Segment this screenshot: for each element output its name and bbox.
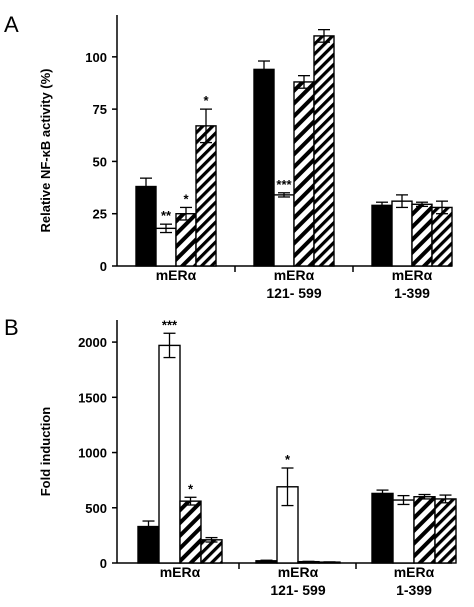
panel-b-error-bar [163, 332, 176, 359]
panel-b-y-axis-title: Fold induction [38, 407, 53, 497]
panel-a-bar [135, 185, 157, 267]
panel-b-category-label: 121- 599 [270, 582, 325, 598]
panel-a-bar [253, 68, 275, 267]
panel-a-significance-mark: ** [161, 208, 172, 223]
panel-a-error-bar [436, 200, 448, 215]
panel-a-category-label: mERα [274, 267, 315, 283]
panel-a-category-label: 1-399 [394, 285, 430, 301]
panel-a-bar [371, 204, 393, 267]
panel-a-y-tick-label: 0 [100, 259, 107, 274]
panel-b-bar [179, 500, 202, 564]
panel-b-significance-mark: * [188, 481, 194, 496]
panel-b-y-tick-label: 2000 [78, 335, 107, 350]
panel-b-category-label: mERα [278, 564, 319, 580]
panel-b-y-tick-label: 500 [85, 501, 107, 516]
panel-a-category-label: mERα [156, 267, 197, 283]
panel-b-bar [371, 492, 394, 564]
panel-a-category-label: 121- 599 [266, 285, 321, 301]
panel-b-bar [200, 539, 223, 564]
panel-b-bar [392, 499, 415, 564]
panel-a-error-bar [160, 223, 172, 234]
panel-a-bar [431, 206, 453, 267]
panel-a-y-tick-label: 50 [93, 154, 107, 169]
panel-b-error-bar [184, 496, 197, 506]
panel-b-error-bar [281, 467, 294, 507]
panel-b-y-tick-label: 0 [100, 556, 107, 571]
panel-b-category-label: 1-399 [396, 582, 432, 598]
panel-b-error-bar [142, 520, 155, 533]
panel-a-error-bar [140, 177, 152, 196]
panel-a-letter: A [4, 12, 19, 37]
panel-b-y-tick-label: 1000 [78, 446, 107, 461]
panel-b-category-label: mERα [394, 564, 435, 580]
panel-a-y-tick-label: 75 [93, 102, 107, 117]
panel-b-bar [434, 498, 457, 564]
panel-b-error-bar [418, 493, 431, 500]
panel-a-bar [273, 194, 295, 267]
panel-b-bar [413, 496, 436, 564]
panel-a-bar [391, 200, 413, 267]
panel-a-y-axis-title: Relative NF-κB activity (%) [38, 68, 53, 232]
panel-a-category-label: mERα [392, 267, 433, 283]
panel-a-error-bar [298, 75, 310, 89]
panel-a-bar [155, 227, 177, 267]
panel-b-error-bar [376, 489, 389, 498]
panel-b-letter: B [4, 315, 19, 340]
panel-a-bar [313, 35, 335, 267]
panel-b-significance-mark: *** [162, 317, 178, 332]
panel-b-error-bar [302, 560, 315, 563]
panel-b-error-bar [397, 494, 410, 506]
panel-a-bar [195, 125, 217, 267]
panel-a-error-bar [416, 201, 428, 208]
panel-b-category-label: mERα [160, 564, 201, 580]
panel-a-error-bar [278, 192, 290, 198]
panel-a-bar [175, 213, 197, 267]
panel-b-error-bar [260, 559, 273, 562]
panel-a-y-tick-label: 25 [93, 207, 107, 222]
panel-a-bar [293, 81, 315, 267]
panel-b-error-bar [439, 494, 452, 504]
panel-a-error-bar [376, 201, 388, 210]
panel-a-error-bar [200, 108, 212, 144]
panel-b-bar [158, 344, 181, 564]
panel-a-error-bar [396, 194, 408, 209]
panel-a-error-bar [258, 60, 270, 79]
panel-b-significance-mark: * [285, 452, 291, 467]
panel-a-bar [411, 203, 433, 267]
panel-a-significance-mark: *** [276, 177, 292, 192]
panel-a-y-tick-label: 100 [85, 50, 107, 65]
panel-a-significance-mark: * [183, 191, 189, 206]
panel-a-error-bar [180, 206, 192, 221]
panel-a-error-bar [318, 28, 330, 43]
panel-b-y-tick-label: 1500 [78, 390, 107, 405]
panel-a-significance-mark: * [203, 93, 209, 108]
panel-b-error-bar [205, 536, 218, 543]
